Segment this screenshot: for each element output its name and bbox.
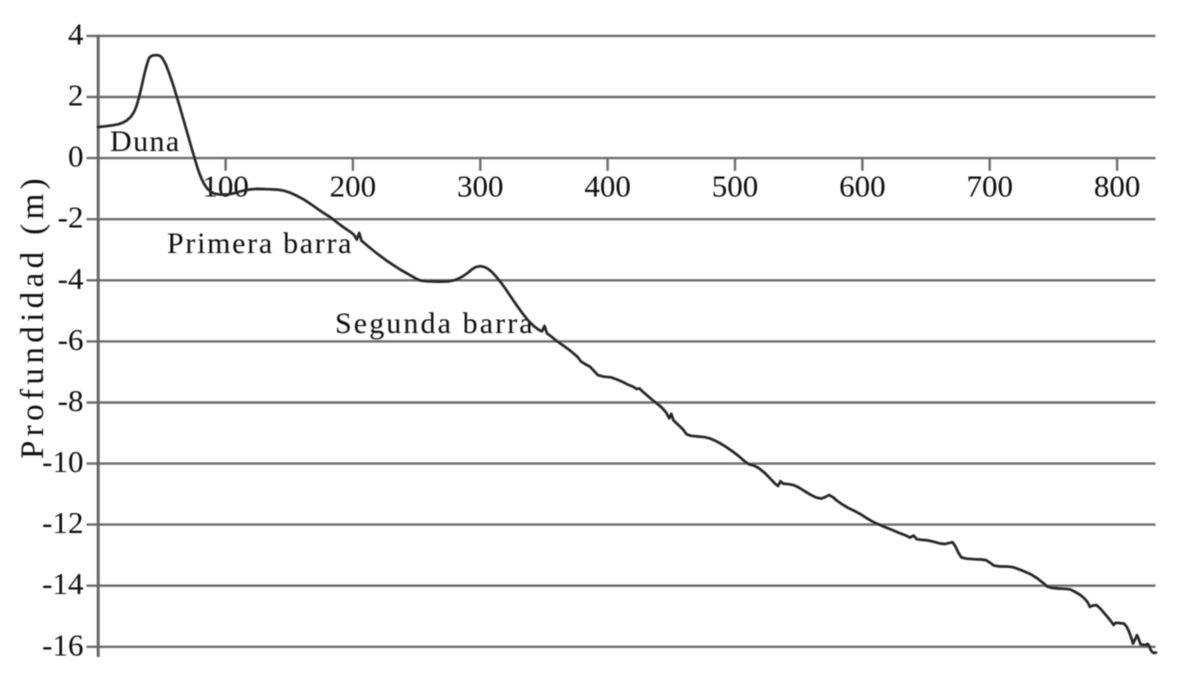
svg-text:600: 600 [839, 169, 886, 204]
svg-text:0: 0 [68, 139, 84, 174]
svg-text:Primera barra: Primera barra [167, 227, 353, 260]
svg-text:-4: -4 [58, 261, 84, 296]
svg-text:700: 700 [966, 169, 1013, 204]
svg-text:Segunda barra: Segunda barra [335, 307, 535, 340]
svg-text:-14: -14 [42, 566, 84, 601]
svg-text:100: 100 [202, 169, 249, 204]
svg-text:-2: -2 [58, 200, 84, 235]
svg-text:800: 800 [1094, 169, 1141, 204]
svg-text:-10: -10 [42, 444, 83, 479]
svg-text:500: 500 [712, 169, 759, 204]
svg-text:Profundidad (m): Profundidad (m) [15, 174, 51, 459]
svg-text:300: 300 [457, 169, 504, 204]
svg-text:400: 400 [584, 169, 631, 204]
svg-text:Duna: Duna [110, 125, 181, 158]
svg-text:-8: -8 [58, 383, 84, 418]
svg-text:2: 2 [68, 78, 84, 113]
svg-text:-12: -12 [42, 505, 83, 540]
svg-text:-6: -6 [58, 322, 84, 357]
svg-text:-16: -16 [42, 627, 83, 662]
svg-text:4: 4 [68, 16, 84, 51]
svg-text:200: 200 [330, 169, 377, 204]
